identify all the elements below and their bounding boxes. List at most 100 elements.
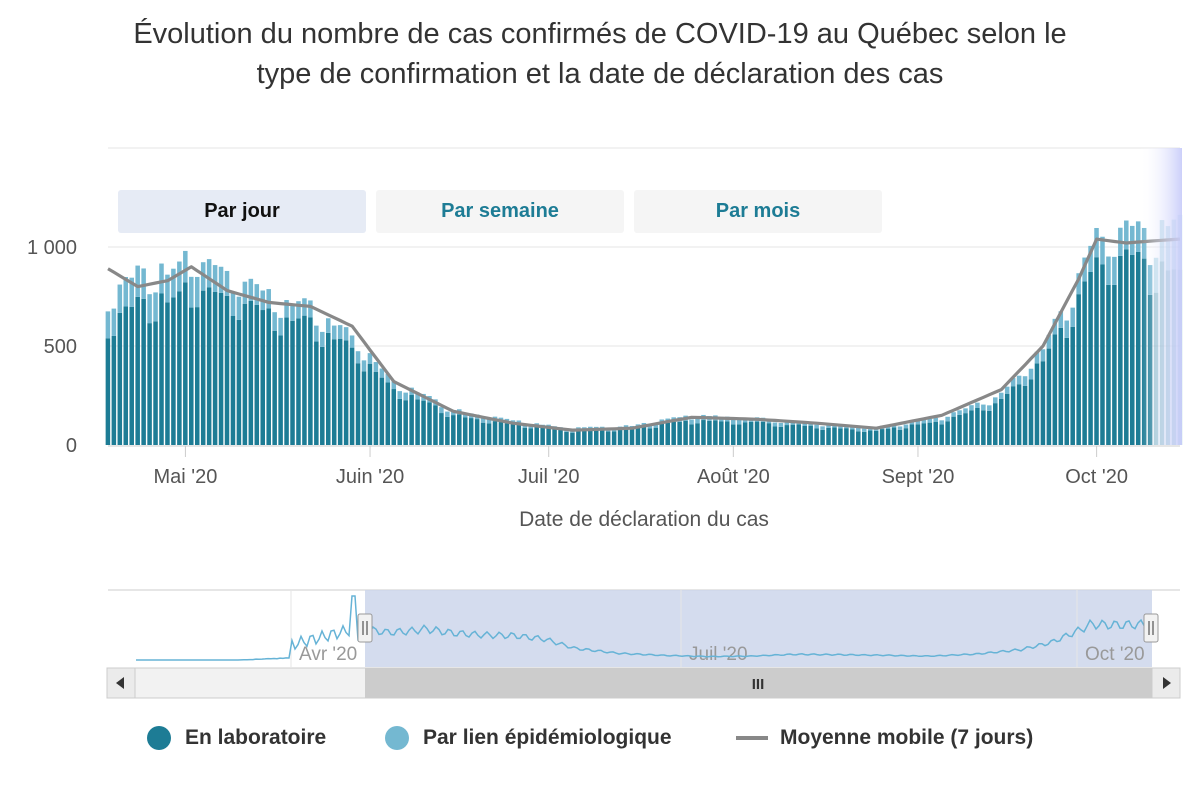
bar-lien-epidemiologique bbox=[998, 392, 1004, 399]
bar-lien-epidemiologique bbox=[945, 416, 950, 422]
bar-laboratoire bbox=[951, 416, 956, 445]
moving-average-path bbox=[107, 237, 1181, 432]
bar-laboratoire bbox=[993, 403, 998, 445]
bar-laboratoire bbox=[635, 427, 641, 445]
x-axis-title: Date de déclaration du cas bbox=[519, 508, 769, 531]
bar-lien-epidemiologique bbox=[1135, 221, 1141, 252]
bar-laboratoire bbox=[433, 405, 438, 445]
bar-laboratoire bbox=[361, 371, 367, 445]
chart-bars bbox=[105, 214, 1183, 445]
range-button-par-semaine[interactable]: Par semaine bbox=[376, 190, 624, 233]
x-tick-label: Juil '20 bbox=[518, 466, 580, 488]
bar-laboratoire bbox=[254, 304, 260, 445]
x-tick-label: Sept '20 bbox=[882, 466, 955, 488]
bar-laboratoire bbox=[695, 423, 700, 445]
bar-lien-epidemiologique bbox=[230, 291, 236, 317]
bar-laboratoire bbox=[236, 319, 242, 445]
bar-lien-epidemiologique bbox=[415, 392, 420, 400]
navigator[interactable]: Avr '20 Juil '20 Oct '20 III bbox=[106, 589, 1181, 699]
bar-laboratoire bbox=[1082, 281, 1087, 445]
bar-lien-epidemiologique bbox=[129, 277, 134, 307]
bar-laboratoire bbox=[218, 292, 224, 445]
bar-lien-epidemiologique bbox=[975, 402, 980, 408]
bar-laboratoire bbox=[1040, 361, 1046, 445]
bar-lien-epidemiologique bbox=[403, 392, 408, 401]
navigator-tick-label: Avr '20 bbox=[299, 644, 357, 665]
bar-laboratoire bbox=[159, 293, 164, 445]
bar-laboratoire bbox=[534, 426, 539, 445]
bar-laboratoire bbox=[891, 427, 897, 445]
bar-laboratoire bbox=[153, 321, 158, 445]
bar-laboratoire bbox=[302, 315, 307, 445]
bar-lien-epidemiologique bbox=[802, 422, 807, 426]
bar-lien-epidemiologique bbox=[1064, 320, 1070, 338]
legend-item-moyenne-mobile[interactable]: Moyenne mobile (7 jours) bbox=[736, 726, 1033, 750]
bar-lien-epidemiologique bbox=[981, 404, 986, 411]
bar-lien-epidemiologique bbox=[963, 408, 968, 414]
bar-lien-epidemiologique bbox=[165, 274, 170, 303]
bar-laboratoire bbox=[331, 339, 337, 445]
bar-laboratoire bbox=[1100, 264, 1105, 445]
bar-laboratoire bbox=[641, 426, 647, 445]
bar-lien-epidemiologique bbox=[183, 250, 188, 283]
bar-lien-epidemiologique bbox=[212, 265, 218, 292]
x-tick-label: Juin '20 bbox=[336, 466, 404, 488]
bar-laboratoire bbox=[873, 430, 879, 445]
navigator-tick-label: Oct '20 bbox=[1085, 644, 1145, 665]
bar-lien-epidemiologique bbox=[814, 424, 819, 429]
bar-laboratoire bbox=[230, 316, 236, 445]
bar-laboratoire bbox=[1022, 385, 1028, 445]
range-button-par-mois[interactable]: Par mois bbox=[634, 190, 882, 233]
bar-laboratoire bbox=[844, 428, 849, 445]
bar-laboratoire bbox=[183, 282, 188, 445]
bar-laboratoire bbox=[1016, 384, 1022, 445]
bar-laboratoire bbox=[885, 428, 891, 445]
bar-lien-epidemiologique bbox=[314, 325, 319, 342]
bar-lien-epidemiologique bbox=[254, 284, 260, 305]
legend-item-laboratoire[interactable]: En laboratoire bbox=[147, 726, 326, 750]
legend-symbol-moyenne-mobile bbox=[736, 736, 768, 740]
bar-laboratoire bbox=[105, 338, 111, 445]
x-axis: Mai '20 Juin '20 Juil '20 Août '20 Sept '20 O… bbox=[108, 445, 1180, 488]
legend-item-lien-epidemiologique[interactable]: Par lien épidémiologique bbox=[385, 726, 672, 750]
bar-laboratoire bbox=[939, 424, 944, 445]
bar-lien-epidemiologique bbox=[290, 303, 295, 321]
bar-lien-epidemiologique bbox=[856, 427, 861, 432]
bar-laboratoire bbox=[1070, 326, 1075, 445]
bar-laboratoire bbox=[593, 429, 599, 445]
bar-lien-epidemiologique bbox=[355, 351, 361, 364]
bar-laboratoire bbox=[266, 308, 271, 445]
bar-laboratoire bbox=[284, 317, 289, 445]
bar-lien-epidemiologique bbox=[1106, 256, 1111, 285]
bar-laboratoire bbox=[367, 363, 373, 445]
bar-laboratoire bbox=[832, 427, 837, 445]
bar-laboratoire bbox=[689, 424, 694, 445]
bar-lien-epidemiologique bbox=[915, 420, 921, 425]
bar-laboratoire bbox=[927, 422, 933, 445]
bar-laboratoire bbox=[611, 431, 617, 445]
bar-laboratoire bbox=[677, 421, 682, 445]
bar-laboratoire bbox=[200, 290, 206, 445]
bar-laboratoire bbox=[802, 425, 807, 445]
bar-lien-epidemiologique bbox=[373, 362, 379, 372]
moving-average-line bbox=[107, 237, 1181, 432]
navigator-tick-label: Juil '20 bbox=[689, 644, 748, 665]
bar-lien-epidemiologique bbox=[135, 265, 140, 297]
bar-laboratoire bbox=[480, 422, 486, 445]
bar-laboratoire bbox=[909, 424, 915, 445]
range-button-par-jour[interactable]: Par jour bbox=[118, 190, 366, 233]
bar-lien-epidemiologique bbox=[1129, 225, 1135, 255]
bar-laboratoire bbox=[427, 402, 432, 445]
scroll-left-icon bbox=[116, 677, 124, 689]
chart-title: Évolution du nombre de cas confirmés de … bbox=[0, 14, 1200, 94]
bar-laboratoire bbox=[897, 429, 903, 445]
bar-lien-epidemiologique bbox=[147, 294, 152, 324]
bar-lien-epidemiologique bbox=[278, 317, 283, 336]
bar-lien-epidemiologique bbox=[391, 381, 397, 390]
bar-laboratoire bbox=[796, 424, 802, 445]
bar-laboratoire bbox=[998, 398, 1004, 445]
bar-laboratoire bbox=[141, 298, 146, 445]
bar-laboratoire bbox=[498, 422, 504, 445]
bar-laboratoire bbox=[296, 318, 301, 445]
bar-laboratoire bbox=[248, 300, 254, 445]
